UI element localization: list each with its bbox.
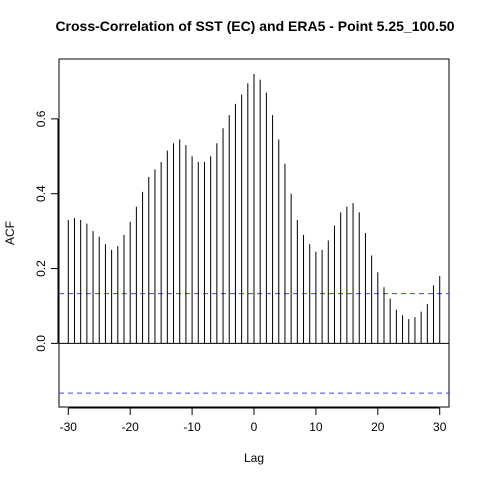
y-tick-label: 0.0	[34, 335, 48, 352]
plot-frame	[58, 58, 450, 408]
x-tick-label: 10	[309, 420, 323, 434]
x-tick-label: -20	[122, 420, 140, 434]
acf-bars	[59, 73, 449, 394]
y-tick-label: 0.6	[34, 110, 48, 127]
x-axis: -30 -20 -10 0 10 20 30	[60, 407, 447, 434]
chart-title: Cross-Correlation of SST (EC) and ERA5 -…	[55, 18, 454, 34]
x-tick-label: 20	[371, 420, 385, 434]
x-tick-label: -30	[60, 420, 78, 434]
y-axis: 0.0 0.2 0.4 0.6	[34, 110, 59, 352]
y-tick-label: 0.2	[34, 260, 48, 277]
x-tick-label: 30	[433, 420, 447, 434]
y-axis-label: ACF	[3, 221, 17, 245]
x-tick-label: 0	[251, 420, 258, 434]
y-tick-label: 0.4	[34, 185, 48, 202]
x-axis-label: Lag	[244, 451, 264, 465]
x-tick-label: -10	[183, 420, 201, 434]
